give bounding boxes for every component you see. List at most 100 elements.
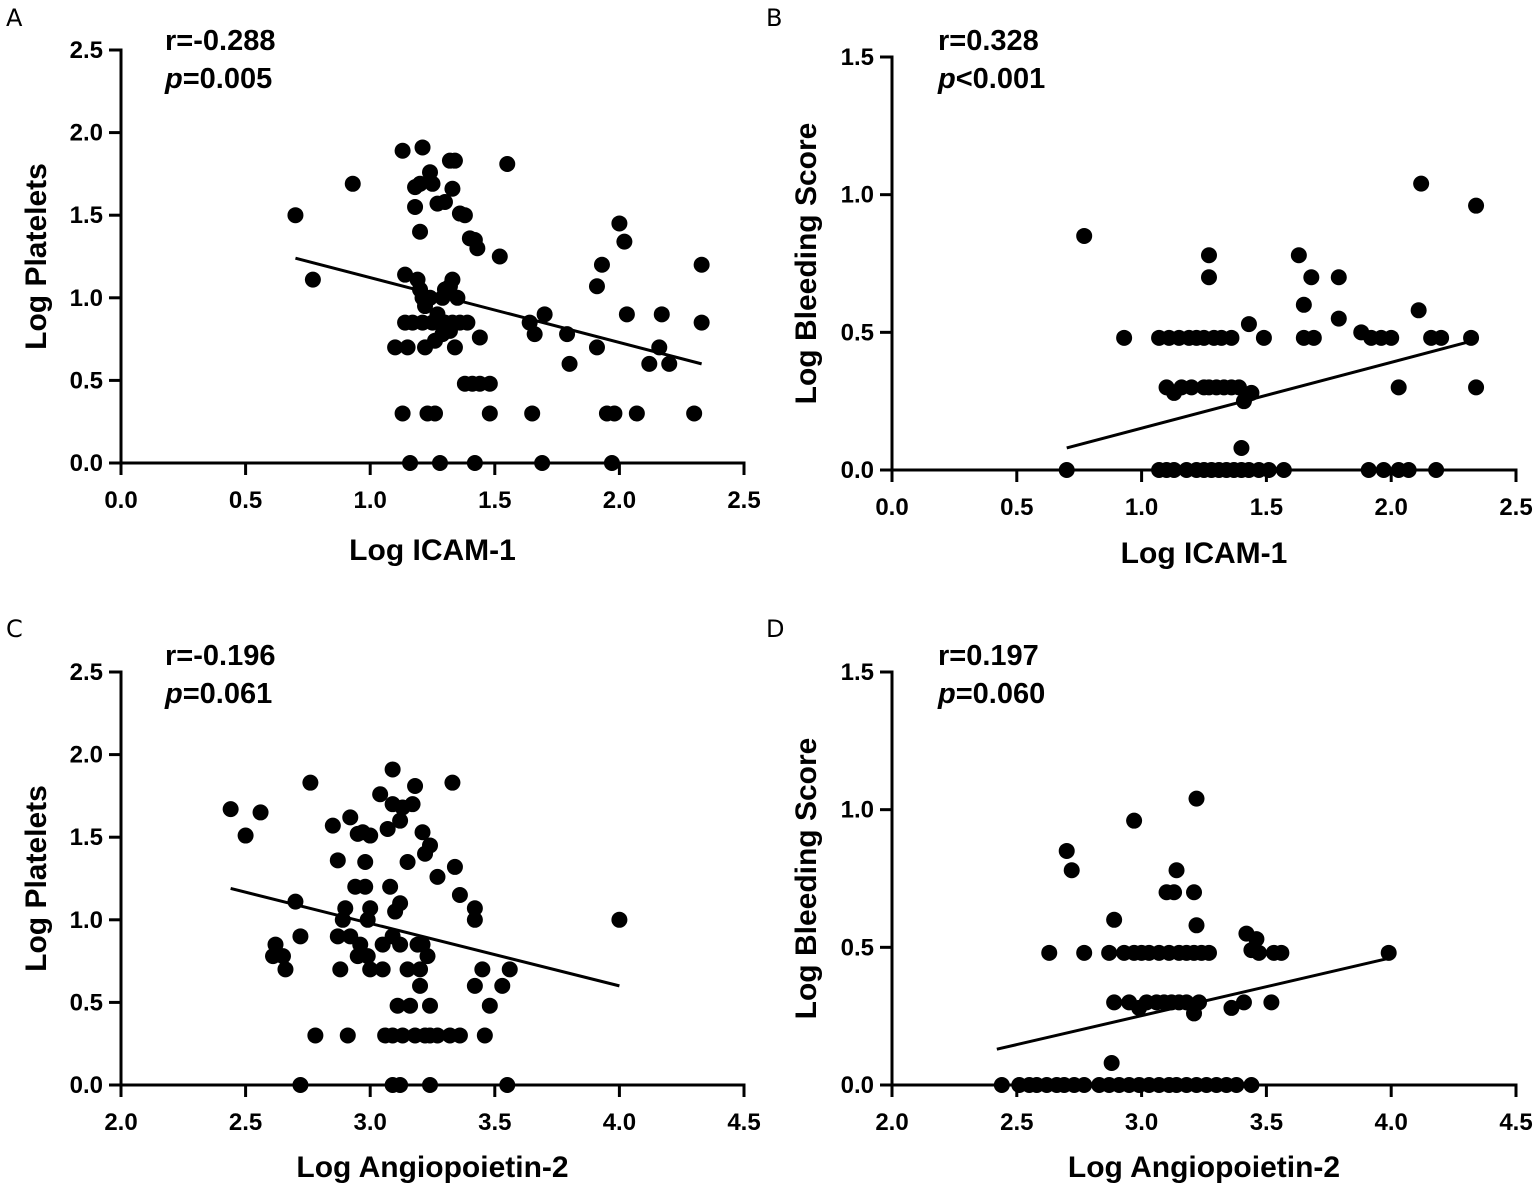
data-point xyxy=(392,936,409,953)
data-point xyxy=(1188,790,1205,807)
panel-b: B 0.0 0.5 1.0 1.5 2.0 2.5 0.0 0.5 1.0 1.5 Log ICAM-… xyxy=(766,4,1533,570)
data-point xyxy=(1103,1054,1120,1071)
y-axis-label: Log Platelets xyxy=(20,785,53,972)
data-point xyxy=(409,936,426,953)
data-point xyxy=(1290,247,1307,264)
data-point xyxy=(449,289,466,306)
data-point xyxy=(419,948,436,965)
data-point xyxy=(1223,999,1240,1016)
data-point xyxy=(422,837,439,854)
data-point xyxy=(471,329,488,346)
data-point xyxy=(651,339,668,356)
data-point xyxy=(1200,269,1217,286)
data-point xyxy=(412,223,429,240)
y-tick-label: 0.5 xyxy=(841,934,874,961)
data-point xyxy=(1413,175,1430,192)
y-tick-label: 0.0 xyxy=(841,1072,874,1099)
stat-p-value: =0.061 xyxy=(183,678,273,710)
data-point xyxy=(1263,994,1280,1011)
panel-a: A 0.0 0.5 1.0 1.5 2.0 2.5 0.0 0.5 1.0 1.5 2.0 2.5 Log… xyxy=(6,4,761,567)
data-point xyxy=(407,198,424,215)
data-point xyxy=(1468,197,1485,214)
data-point xyxy=(402,997,419,1014)
data-point xyxy=(349,948,366,965)
data-point xyxy=(1375,462,1392,478)
stat-p-symbol: p xyxy=(164,63,183,95)
data-point xyxy=(414,824,431,841)
data-point xyxy=(536,306,553,323)
data-point xyxy=(429,868,446,885)
x-axis-label: Log ICAM-1 xyxy=(349,534,516,567)
y-tick-label: 0.0 xyxy=(70,450,103,477)
data-point xyxy=(606,405,623,422)
data-point xyxy=(324,817,341,834)
data-point xyxy=(1116,329,1133,346)
data-point xyxy=(399,961,416,978)
stat-r: r=0.328 xyxy=(938,25,1039,57)
data-point xyxy=(451,1027,468,1044)
y-tick-label: 1.5 xyxy=(841,659,874,686)
stat-p: p<0.001 xyxy=(937,63,1045,95)
stat-p-value: =0.005 xyxy=(183,63,273,95)
data-point xyxy=(302,774,319,791)
data-point xyxy=(641,355,658,372)
data-point xyxy=(357,853,374,870)
stat-p: p=0.060 xyxy=(937,678,1045,710)
data-point xyxy=(1273,944,1290,961)
y-tick-label: 0.5 xyxy=(70,367,103,394)
data-point xyxy=(412,961,429,978)
data-point xyxy=(1390,379,1407,396)
data-point xyxy=(362,900,379,917)
data-point xyxy=(397,266,414,283)
x-tick-label: 1.5 xyxy=(1250,494,1283,521)
data-point xyxy=(292,1077,309,1093)
y-tick-label: 1.0 xyxy=(841,182,874,209)
stat-p-symbol: p xyxy=(164,678,183,710)
data-point xyxy=(329,852,346,869)
x-tick-label: 4.5 xyxy=(727,1109,760,1136)
y-tick-label: 2.0 xyxy=(70,742,103,769)
data-point xyxy=(1330,269,1347,286)
data-point xyxy=(603,455,620,471)
x-axis-label: Log ICAM-1 xyxy=(1121,537,1288,570)
data-point xyxy=(414,139,431,156)
data-point xyxy=(1383,329,1400,346)
y-tick-label: 1.5 xyxy=(70,202,103,229)
x-tick-label: 3.5 xyxy=(478,1109,511,1136)
data-point xyxy=(446,339,463,356)
x-tick-label: 0.0 xyxy=(875,494,908,521)
data-point xyxy=(1428,462,1445,478)
data-point xyxy=(501,961,518,978)
data-point xyxy=(287,893,304,910)
data-point xyxy=(1188,917,1205,934)
data-point xyxy=(1168,862,1185,879)
stat-p-symbol: p xyxy=(937,63,956,95)
data-point xyxy=(993,1077,1010,1093)
data-point xyxy=(534,455,551,471)
data-point xyxy=(426,405,443,422)
data-point xyxy=(1433,329,1450,346)
data-point xyxy=(424,175,441,192)
data-point xyxy=(429,1027,446,1044)
panel-c: C 2.0 2.5 3.0 3.5 4.0 4.5 0.0 0.5 1.0 1.5 2.0 2.5 Log… xyxy=(6,615,761,1184)
data-point xyxy=(332,961,349,978)
data-point xyxy=(1260,462,1277,478)
data-point xyxy=(1186,884,1203,901)
data-point xyxy=(422,289,439,306)
x-tick-label: 1.5 xyxy=(478,487,511,514)
data-point xyxy=(252,804,269,821)
stat-r: r=-0.196 xyxy=(165,640,275,672)
stat-p-value: =0.060 xyxy=(956,678,1046,710)
data-point xyxy=(628,405,645,422)
data-point xyxy=(374,961,391,978)
y-tick-label: 1.5 xyxy=(841,44,874,71)
data-point xyxy=(481,405,498,422)
data-point xyxy=(379,820,396,837)
x-tick-label: 2.5 xyxy=(727,487,760,514)
x-tick-label: 2.0 xyxy=(104,1109,137,1136)
x-tick-label: 2.5 xyxy=(1000,1109,1033,1136)
data-point xyxy=(1106,994,1123,1011)
data-point xyxy=(1463,329,1480,346)
data-point xyxy=(362,961,379,978)
